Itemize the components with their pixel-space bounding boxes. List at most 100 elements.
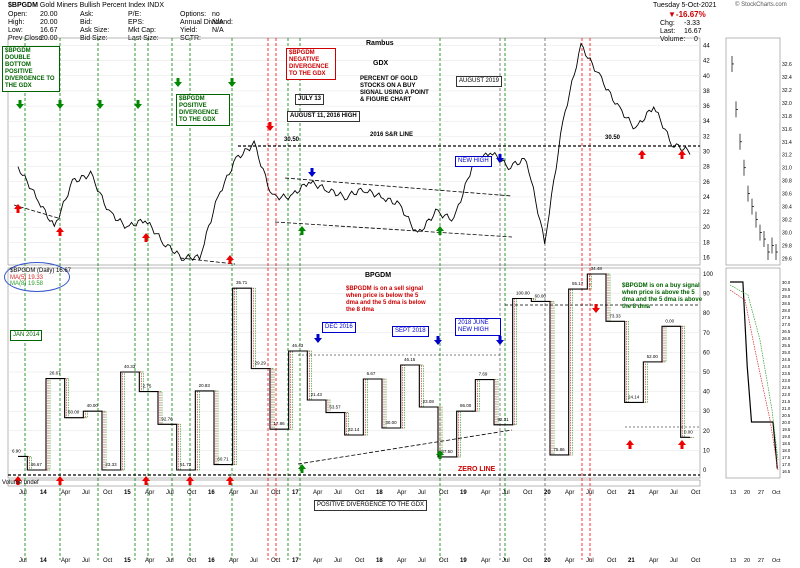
channel-bottom bbox=[274, 221, 513, 238]
copyright: © StockCharts.com bbox=[735, 2, 787, 8]
bpgdm-data-label: 2.75 bbox=[143, 384, 152, 389]
bpgdm-data-label: 55.17 bbox=[572, 281, 584, 286]
x-tick-label: Oct bbox=[523, 490, 533, 496]
author-label: Rambus bbox=[366, 40, 394, 47]
volume-label: Volume: bbox=[660, 36, 686, 43]
field-options: Options: no bbox=[180, 11, 233, 19]
up-arrow bbox=[626, 440, 634, 449]
up-arrow bbox=[142, 233, 150, 242]
bpgdm-data-label: 34.48 bbox=[591, 266, 603, 271]
bpgdm-panel-title: BPGDM bbox=[365, 272, 392, 279]
right-top-tick: 32.6 bbox=[782, 62, 792, 68]
field-label: Yield: bbox=[180, 27, 198, 34]
right-x-tick: Oct bbox=[772, 490, 781, 496]
ohlc-fields: Open: 20.00 High: 20.00 Low: 16.67 Prev Close:… bbox=[8, 11, 58, 43]
bpgdm-data-label: 24.14 bbox=[628, 394, 640, 399]
field-value: 20.00 bbox=[40, 35, 58, 42]
x-tick-label-bottom: Jul bbox=[670, 558, 678, 564]
bpgdm-data-label: 53.57 bbox=[329, 405, 341, 410]
right-x-tick-bottom: Oct bbox=[772, 558, 781, 564]
right-top-tick: 30.2 bbox=[782, 218, 792, 224]
description: Gold Miners Bullish Percent Index bbox=[39, 2, 146, 9]
trend-2014 bbox=[13, 204, 59, 219]
up-arrow bbox=[436, 226, 444, 235]
bpgdm-y-tick-label: 0 bbox=[703, 468, 707, 474]
x-tick-label-bottom: Oct bbox=[355, 558, 365, 564]
right-top-tick: 30.0 bbox=[782, 231, 792, 237]
x-tick-label: Apr bbox=[649, 490, 658, 496]
bpgdm-data-label: 29.29 bbox=[255, 361, 267, 366]
x-tick-label-bottom: 18 bbox=[376, 558, 383, 564]
x-tick-label: 15 bbox=[124, 490, 131, 496]
right-bottom-panel-frame bbox=[725, 267, 781, 479]
gdx-y-tick-label: 20 bbox=[703, 225, 710, 231]
bpgdm-data-label: 26.67 bbox=[49, 371, 61, 376]
x-tick-label-bottom: Jul bbox=[502, 558, 510, 564]
bpgdm-data-label: 100.00 bbox=[516, 291, 530, 296]
up-arrow bbox=[638, 150, 646, 159]
right-bottom-tick: 27.0 bbox=[782, 322, 791, 327]
negative-divergence-note: $BPGDM NEGATIVE DIVERGENCE TO THE GDX bbox=[286, 48, 336, 80]
bpgdm-data-label: 40.00 bbox=[87, 403, 99, 408]
field-bid: Bid: bbox=[80, 19, 109, 27]
bpgdm-data-label: 87.50 bbox=[441, 449, 453, 454]
fundamental-fields: P/E: EPS: Mkt Cap: Last Size: bbox=[128, 11, 159, 43]
aug2019-note: AUGUST 2019 bbox=[456, 76, 502, 87]
right-bottom-tick: 24.0 bbox=[782, 364, 791, 369]
right-top-tick: 31.2 bbox=[782, 153, 792, 159]
zero-line-label: ZERO LINE bbox=[458, 466, 496, 473]
chart-description: PERCENT OF GOLD STOCKS ON A BUY SIGNAL U… bbox=[360, 76, 429, 103]
field-label: P/E: bbox=[128, 11, 142, 18]
gdx-y-tick-label: 32 bbox=[703, 134, 710, 140]
field-label: Mkt Cap: bbox=[128, 27, 157, 34]
x-tick-label-bottom: 16 bbox=[208, 558, 215, 564]
x-tick-label: Jul bbox=[250, 490, 258, 496]
x-tick-label-bottom: Jul bbox=[250, 558, 258, 564]
field-last-size: Last Size: bbox=[128, 35, 159, 43]
right-bottom-tick: 21.0 bbox=[782, 406, 791, 411]
chg-label: Chg: bbox=[660, 20, 675, 27]
exchange: INDX bbox=[147, 2, 165, 9]
right-top-tick: 31.4 bbox=[782, 140, 792, 146]
down-arrow bbox=[592, 304, 600, 313]
bp-divergence-line bbox=[297, 429, 513, 465]
down-arrow bbox=[266, 122, 274, 131]
bpgdm-y-tick-label: 90 bbox=[703, 292, 710, 298]
up-arrow bbox=[56, 476, 64, 485]
down-arrow bbox=[174, 78, 182, 87]
legend-title: $BPGDM (Daily) 16.67 bbox=[10, 268, 72, 274]
x-tick-label: 19 bbox=[460, 490, 467, 496]
right-x-tick: 13 bbox=[730, 490, 736, 496]
gdx-y-tick-label: 34 bbox=[703, 119, 710, 125]
bpgdm-data-label: 86.00 bbox=[460, 403, 472, 408]
right-bottom-tick: 22.5 bbox=[782, 385, 791, 390]
right-top-tick: 32.4 bbox=[782, 75, 792, 81]
right-bottom-tick: 29.5 bbox=[782, 287, 791, 292]
field-label: Bid: bbox=[80, 19, 93, 26]
down-arrow bbox=[16, 100, 24, 109]
right-top-tick: 32.0 bbox=[782, 101, 792, 107]
down-arrow bbox=[308, 168, 316, 177]
bpgdm-data-label: 92.31 bbox=[497, 417, 509, 422]
x-tick-label: Apr bbox=[61, 490, 70, 496]
gdx-y-tick-label: 36 bbox=[703, 104, 710, 110]
x-tick-label-bottom: Jul bbox=[334, 558, 342, 564]
x-tick-label-bottom: 14 bbox=[40, 558, 47, 564]
x-tick-label-bottom: Apr bbox=[145, 558, 154, 564]
field-prev-close: Prev Close: 20.00 bbox=[8, 35, 58, 43]
bpgdm-data-label: 46.43 bbox=[292, 343, 304, 348]
last-value: 16.67 bbox=[684, 28, 702, 35]
bpgdm-data-label: 0.00 bbox=[665, 318, 674, 323]
field-yield: Yield: N/A bbox=[180, 27, 233, 35]
gdx-y-tick-label: 30 bbox=[703, 150, 710, 156]
bpgdm-data-label: 32.14 bbox=[348, 427, 360, 432]
right-bottom-tick: 30.0 bbox=[782, 280, 791, 285]
field-label: Ask Size: bbox=[80, 27, 110, 34]
right-top-tick: 29.6 bbox=[782, 257, 792, 263]
bpgdm-y-tick-label: 40 bbox=[703, 390, 710, 396]
gdx-y-tick-label: 24 bbox=[703, 195, 710, 201]
x-tick-label-bottom: Apr bbox=[649, 558, 658, 564]
right-bottom-tick: 25.5 bbox=[782, 343, 791, 348]
x-tick-label: Jul bbox=[502, 490, 510, 496]
